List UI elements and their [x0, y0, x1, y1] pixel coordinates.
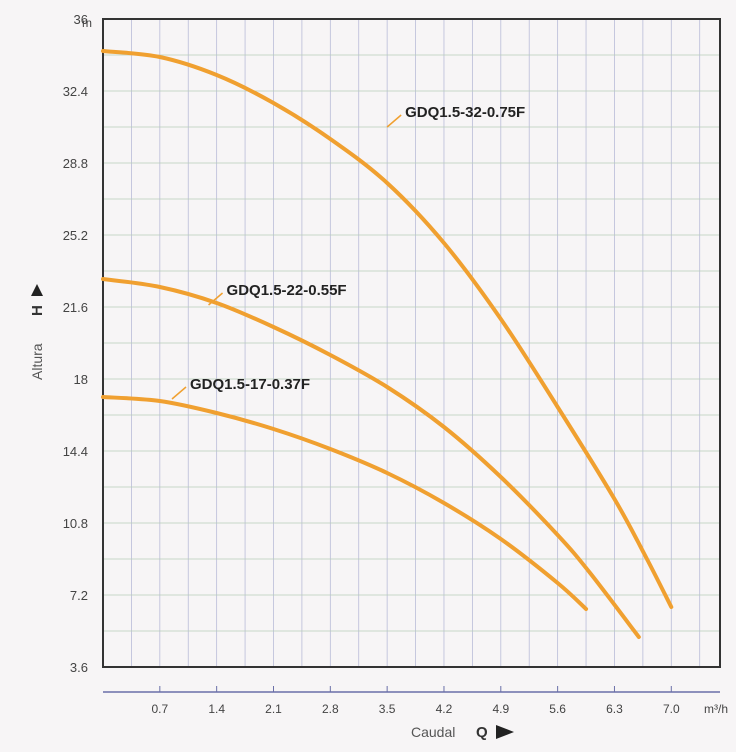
curve-line	[101, 277, 641, 639]
curve-label: GDQ1.5-17-0.37F	[190, 376, 310, 393]
curves: GDQ1.5-32-0.75F GDQ1.5-22-0.55F GDQ1.5-17-…	[101, 49, 674, 639]
y-axis-symbol: H	[29, 305, 46, 316]
y-tick-label: 36	[74, 12, 88, 27]
y-axis-ticks: 3.6 7.2 10.8 14.4 18 21.6 25.2 28.8 32.4 36	[63, 12, 88, 675]
x-axis-unit: m³/h	[704, 702, 728, 716]
y-tick-label: 21.6	[63, 300, 88, 315]
y-axis-arrow-icon	[31, 284, 43, 296]
curve-label: GDQ1.5-22-0.55F	[227, 282, 347, 299]
curve-line	[101, 395, 589, 611]
x-tick-label: 0.7	[151, 702, 168, 716]
y-axis-label: Altura	[29, 343, 45, 380]
x-tick-label: 6.3	[606, 702, 623, 716]
minor-grid	[103, 19, 720, 667]
curve-leader-line	[208, 292, 224, 306]
curve-leader-line	[171, 386, 187, 400]
x-tick-label: 4.2	[436, 702, 453, 716]
x-axis-symbol: Q	[476, 724, 488, 741]
x-tick-label: 3.5	[379, 702, 396, 716]
y-tick-label: 25.2	[63, 228, 88, 243]
x-tick-label: 7.0	[663, 702, 680, 716]
y-tick-label: 18	[74, 372, 88, 387]
curve-line	[101, 49, 674, 609]
x-tick-label: 2.8	[322, 702, 339, 716]
curve-label: GDQ1.5-32-0.75F	[405, 104, 525, 121]
y-tick-label: 32.4	[63, 84, 88, 99]
x-axis-label: Caudal	[411, 724, 455, 740]
x-tick-label: 5.6	[549, 702, 566, 716]
x-axis-arrow-icon	[496, 725, 514, 739]
y-tick-label: 7.2	[70, 588, 88, 603]
y-tick-label: 10.8	[63, 516, 88, 531]
x-tick-label: 1.4	[208, 702, 225, 716]
x-tick-label: 4.9	[492, 702, 509, 716]
y-tick-label: 14.4	[63, 444, 88, 459]
y-tick-label: 3.6	[70, 660, 88, 675]
y-tick-label: 28.8	[63, 156, 88, 171]
y-axis-unit: m	[82, 16, 92, 30]
y-axis-title-group: Altura H	[29, 284, 46, 380]
x-tick-label: 2.1	[265, 702, 282, 716]
x-axis-ticks: 0.7 1.4 2.1 2.8 3.5 4.2 4.9 5.6 6.3 7.0	[151, 686, 680, 716]
plot-frame	[102, 18, 721, 668]
curve-leader-line	[386, 114, 402, 128]
